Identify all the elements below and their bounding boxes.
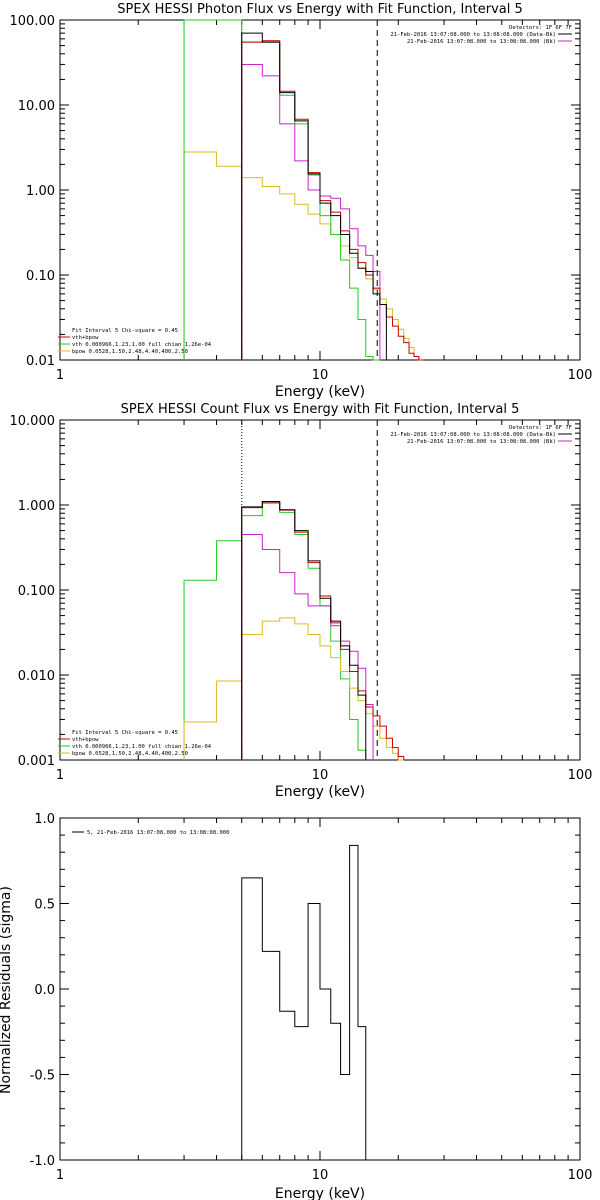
count-y-tick-label: 0.001	[18, 754, 55, 769]
residuals-x-tick-labels: 1 10 100	[56, 1168, 593, 1183]
photon-x-tick-label: 10	[312, 368, 329, 383]
fit-note: vth 0.000966,1.23,1.00 full chian 1.26e-…	[72, 744, 212, 750]
count-axis-ticks	[59, 420, 580, 761]
photon-series-group	[183, 19, 424, 361]
residuals-y-tick-labels: -1.0 -0.5 0.0 0.5 1.0	[30, 812, 55, 1169]
count-y-tick-label: 0.100	[18, 584, 55, 599]
fit-note: vth+bpow	[72, 737, 99, 743]
count-x-tick-label: 1	[56, 768, 64, 783]
fit-note: Fit Interval 5 Chi-square = 0.45	[72, 730, 178, 736]
photon-x-tick-label: 1	[56, 368, 64, 383]
count-x-tick-label: 100	[568, 768, 593, 783]
residuals-x-axis-label: Energy (keV)	[275, 1186, 365, 1200]
sum-series-line	[241, 501, 405, 760]
total-series-line	[241, 844, 367, 1160]
photon-y-tick-label: 0.10	[26, 269, 55, 284]
total-series-line	[241, 500, 367, 760]
residuals-panel: -1.0 -0.5 0.0 0.5 1.0 1 10 100 Energy (k…	[0, 812, 592, 1200]
residuals-x-tick-label: 10	[312, 1168, 329, 1183]
photon-x-tick-labels: 1 10 100	[56, 368, 593, 383]
legend-detectors-label: Detectors: 1F 6F 7F	[509, 25, 572, 31]
count-y-tick-labels: 0.001 0.010 0.100 1.000 10.000	[10, 414, 56, 769]
photon-chart-title: SPEX HESSI Photon Flux vs Energy with Fi…	[117, 2, 523, 17]
residuals-series-group	[241, 844, 367, 1160]
count-legend: Detectors: 1F 6F 7F 21-Feb-2016 13:07:08…	[390, 425, 572, 445]
fit-note: vth 0.000966,1.23,1.00 full chian 1.26e-…	[72, 342, 212, 348]
legend-entry-label: 21-Feb-2016 13:07:08.000 to 13:08:08.000…	[390, 32, 556, 38]
legend-entry-label: 21-Feb-2016 13:07:08.000 to 13:08:08.000…	[407, 439, 556, 445]
count-flux-panel: SPEX HESSI Count Flux vs Energy with Fit…	[10, 402, 593, 800]
photon-y-tick-label: 1.00	[26, 184, 55, 199]
photon-y-tick-label: 0.01	[26, 354, 55, 369]
legend-entry-label: 21-Feb-2016 13:07:08.000 to 13:08:08.000…	[407, 39, 556, 45]
fit-note: bpow 0.0528,1.50,2.48,4.40,400,2.50	[72, 751, 188, 757]
bk-series-line	[241, 533, 374, 760]
residuals-x-tick-label: 100	[568, 1168, 593, 1183]
count-fit-notes: Fit Interval 5 Chi-square = 0.45 vth+bpo…	[58, 730, 212, 757]
photon-y-tick-label: 10.00	[18, 99, 55, 114]
photon-y-tick-labels: 0.01 0.10 1.00 10.00 100.00	[10, 14, 56, 369]
bpow-series-line	[183, 151, 424, 361]
residuals-y-tick-label: -1.0	[30, 1154, 55, 1169]
count-series-group	[183, 500, 405, 761]
residuals-y-tick-label: 0.0	[34, 983, 55, 998]
residuals-y-axis-label: Normalized Residuals (sigma)	[0, 886, 14, 1094]
bpow-series-line	[183, 617, 404, 761]
count-x-tick-labels: 1 10 100	[56, 768, 593, 783]
vth-series-line	[183, 19, 380, 361]
photon-x-axis-label: Energy (keV)	[275, 384, 365, 400]
legend-entry-label: 5, 21-Feb-2016 13:07:08.000 to 13:08:08.…	[87, 830, 229, 836]
count-y-tick-label: 1.000	[18, 499, 55, 514]
legend-detectors-label: Detectors: 1F 6F 7F	[509, 425, 572, 431]
vth-series-line	[183, 502, 367, 760]
residuals-axis-ticks	[59, 817, 580, 1161]
photon-legend: Detectors: 1F 6F 7F 21-Feb-2016 13:07:08…	[390, 25, 572, 45]
photon-y-tick-label: 100.00	[10, 14, 56, 29]
photon-energy-range-markers	[241, 20, 378, 360]
count-energy-range-markers	[241, 420, 378, 760]
legend-entry-label: 21-Feb-2016 13:07:08.000 to 13:08:08.000…	[390, 432, 556, 438]
total-series-line	[241, 32, 387, 360]
residuals-legend: 5, 21-Feb-2016 13:07:08.000 to 13:08:08.…	[72, 830, 229, 836]
photon-flux-panel: SPEX HESSI Photon Flux vs Energy with Fi…	[10, 2, 593, 400]
residuals-x-tick-label: 1	[56, 1168, 64, 1183]
count-y-tick-label: 10.000	[10, 414, 56, 429]
fit-note: Fit Interval 5 Chi-square = 0.45	[72, 328, 178, 334]
count-y-tick-label: 0.010	[18, 669, 55, 684]
count-chart-title: SPEX HESSI Count Flux vs Energy with Fit…	[121, 402, 520, 417]
residuals-y-tick-label: 0.5	[34, 898, 55, 913]
residuals-y-tick-label: -0.5	[30, 1069, 55, 1084]
fit-note: vth+bpow	[72, 335, 99, 341]
fit-note: bpow 0.0528,1.50,2.48,4.40,400,2.50	[72, 349, 188, 355]
sum-series-line	[241, 40, 424, 361]
count-x-tick-label: 10	[312, 768, 329, 783]
bk-series-line	[241, 63, 381, 360]
residuals-y-tick-label: 1.0	[34, 812, 55, 827]
photon-x-tick-label: 100	[568, 368, 593, 383]
photon-fit-notes: Fit Interval 5 Chi-square = 0.45 vth+bpo…	[58, 328, 212, 355]
count-x-axis-label: Energy (keV)	[275, 784, 365, 800]
